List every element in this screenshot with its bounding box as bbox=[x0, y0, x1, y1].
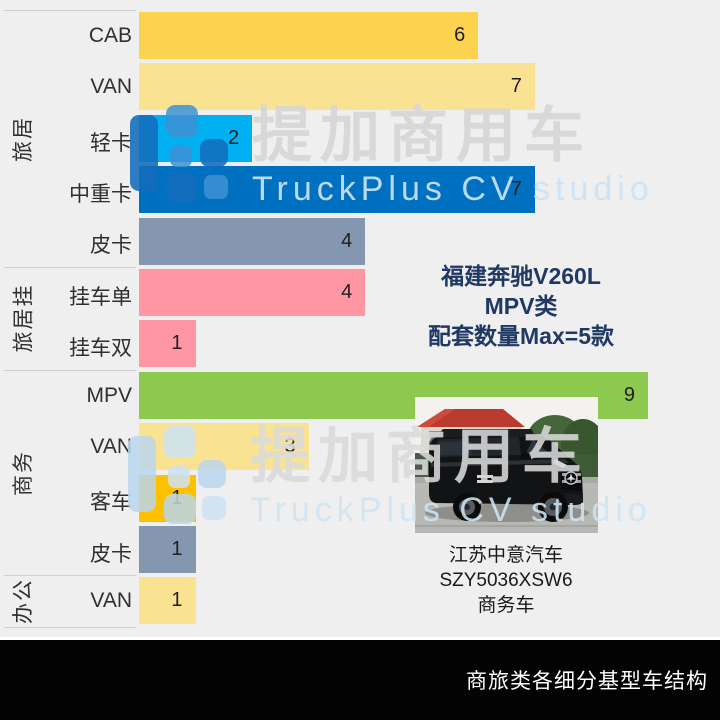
bar-value-label: 9 bbox=[623, 383, 635, 406]
category-label-MPV: MPV bbox=[86, 383, 132, 407]
category-label-客车: 客车 bbox=[90, 491, 132, 515]
bar-value-label: 6 bbox=[454, 24, 466, 46]
group-divider-line bbox=[4, 267, 136, 268]
annotation-line-3: 配套数量Max=5款 bbox=[428, 323, 614, 349]
group-divider-line bbox=[4, 10, 136, 11]
category-label-皮卡: 皮卡 bbox=[90, 542, 132, 566]
category-label-CAB: CAB bbox=[88, 23, 132, 47]
group-divider-line bbox=[4, 369, 136, 371]
footer-bar: 商旅类各细分基型车结构 bbox=[0, 640, 720, 720]
category-label-VAN: VAN bbox=[90, 589, 132, 613]
bar-value-label: 2 bbox=[227, 126, 240, 149]
category-label-挂车双: 挂车双 bbox=[69, 337, 132, 361]
bar-value-label: 7 bbox=[510, 75, 522, 98]
category-label-VAN: VAN bbox=[90, 75, 132, 99]
bar-value-label: 7 bbox=[510, 178, 522, 201]
annotation-line-1: 福建奔驰V260L bbox=[441, 263, 601, 289]
annotation-line-2: MPV类 bbox=[484, 293, 558, 319]
vehicle-photo-illustration bbox=[415, 397, 598, 533]
bar-chart: 旅居 CAB 6 VAN 7 轻卡 2 中重卡 7 皮卡 4 旅居挂 挂车单 4 挂车双 1 商务 MPV 9 VAN… bbox=[0, 0, 720, 637]
bar-VAN: 7 bbox=[139, 63, 535, 111]
group-divider-line bbox=[4, 575, 136, 577]
bar-value-label: 1 bbox=[171, 589, 183, 612]
category-label-皮卡: 皮卡 bbox=[90, 234, 132, 258]
bar-value-label: 3 bbox=[284, 435, 296, 458]
category-label-VAN: VAN bbox=[90, 434, 132, 458]
bar-皮卡: 1 bbox=[139, 526, 196, 573]
bar-value-label: 4 bbox=[341, 281, 353, 303]
vehicle-type: 商务车 bbox=[477, 595, 535, 616]
vehicle-model-code: SZY5036XSW6 bbox=[439, 570, 573, 591]
bar-CAB: 6 bbox=[139, 12, 479, 59]
bar-value-label: 1 bbox=[171, 332, 183, 355]
bar-中重卡: 7 bbox=[139, 166, 535, 214]
vehicle-caption: 江苏中意汽车 SZY5036XSW6 商务车 bbox=[400, 543, 612, 618]
footer-title: 商旅类各细分基型车结构 bbox=[466, 670, 708, 693]
category-label-轻卡: 轻卡 bbox=[90, 131, 132, 155]
category-label-中重卡: 中重卡 bbox=[69, 182, 132, 206]
bar-VAN: 1 bbox=[139, 577, 196, 625]
bar-value-label: 1 bbox=[171, 538, 183, 560]
bar-挂车双: 1 bbox=[139, 320, 196, 368]
bar-客车: 1 bbox=[139, 474, 196, 522]
bar-VAN: 3 bbox=[139, 423, 309, 471]
bar-value-label: 4 bbox=[341, 229, 353, 252]
vehicle-maker: 江苏中意汽车 bbox=[448, 545, 563, 566]
bar-轻卡: 2 bbox=[139, 114, 253, 162]
bar-皮卡: 4 bbox=[139, 217, 366, 265]
vehicle-photo-mercedes-v-class bbox=[415, 397, 598, 533]
group-divider-line bbox=[4, 626, 136, 628]
chart-annotation: 福建奔驰V260L MPV类 配套数量Max=5款 bbox=[386, 261, 656, 351]
bar-挂车单: 4 bbox=[139, 269, 366, 316]
bar-value-label: 1 bbox=[171, 486, 183, 509]
category-label-挂车单: 挂车单 bbox=[69, 285, 132, 309]
